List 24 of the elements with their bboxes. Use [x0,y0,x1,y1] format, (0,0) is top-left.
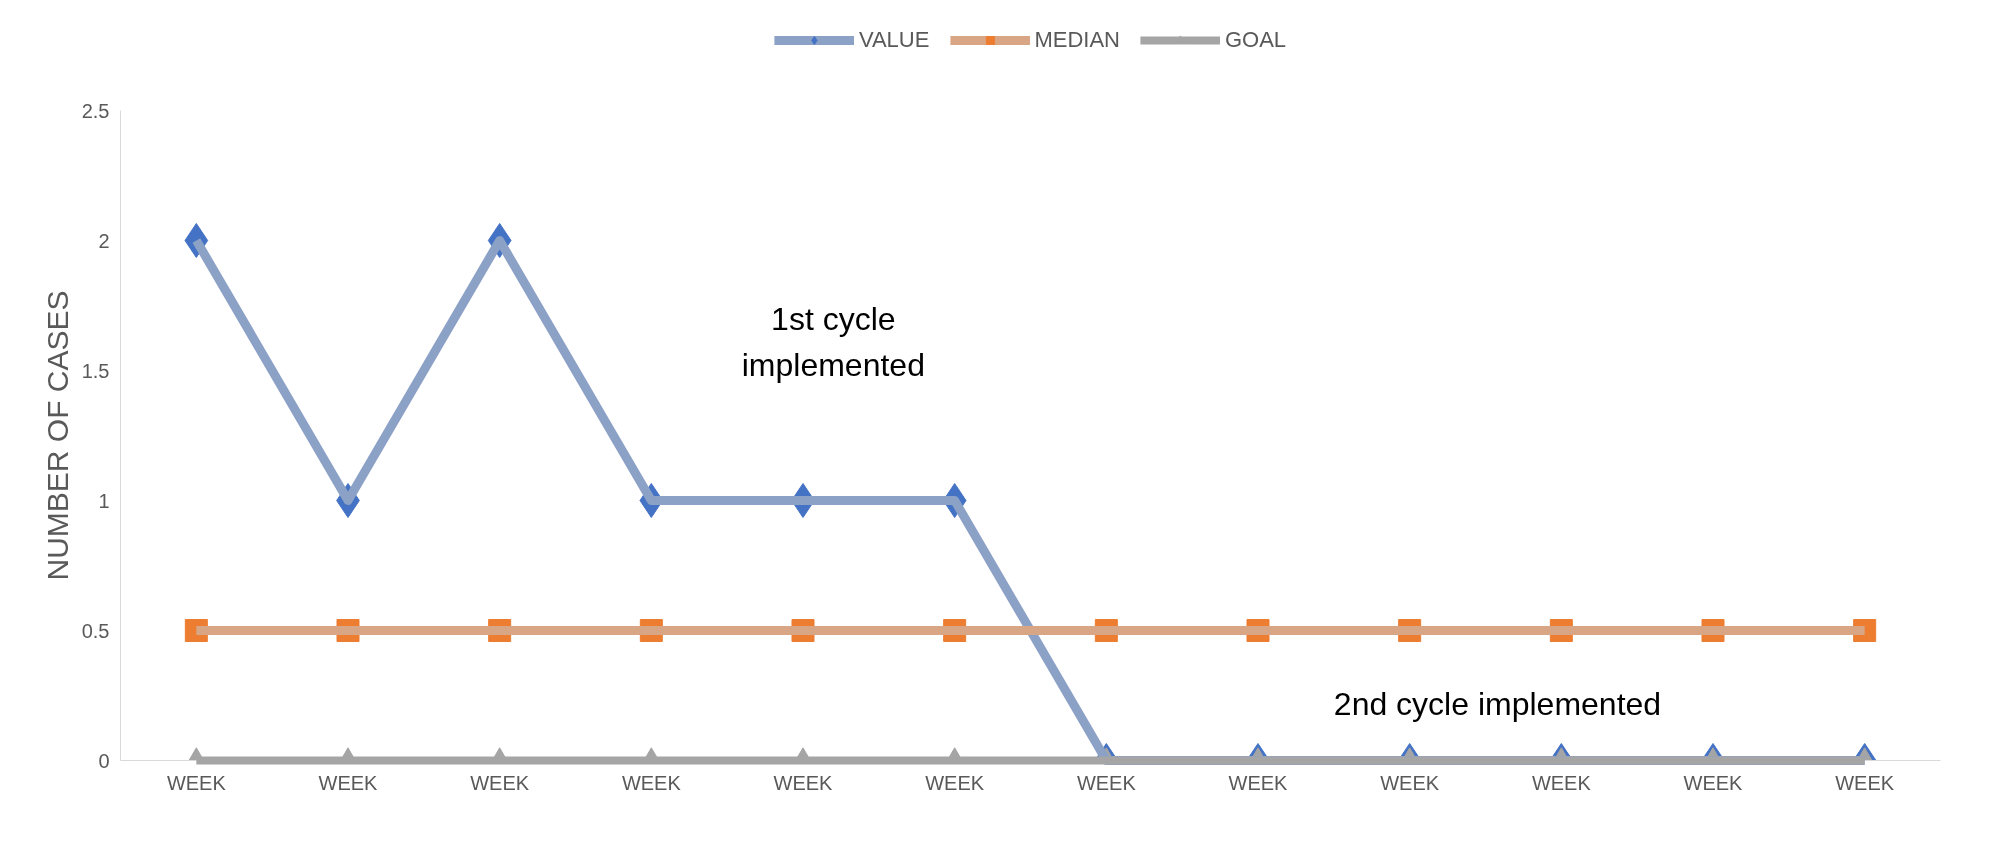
x-tick-label: WEEK [1228,771,1289,794]
y-tick-label: 0.5 [81,619,110,642]
y-tick-label: 1 [98,489,110,512]
x-tick-label: WEEK [773,771,834,794]
x-tick-label: WEEK [318,771,379,794]
x-tick-label: WEEK [621,771,682,794]
y-tick-label: 1.5 [81,359,110,382]
x-tick-label: WEEK [1683,771,1744,794]
x-tick-label: WEEK [166,771,227,794]
y-axis-title: NUMBER OF CASES [40,290,74,581]
legend-label: VALUE [858,27,930,53]
annotation: 1st cycle implemented [741,300,925,384]
x-tick-label: WEEK [1531,771,1592,794]
x-tick-label: WEEK [470,771,530,794]
x-tick-label: WEEK [1835,771,1895,794]
y-tick-label: 0 [98,749,110,772]
legend-label: GOAL [1224,27,1287,53]
y-tick-label: 2.5 [81,99,110,122]
y-tick-label: 2 [98,229,110,252]
x-tick-label: WEEK [925,771,985,794]
legend-label: MEDIAN [1034,27,1120,53]
annotation: 2nd cycle implemented [1333,685,1662,722]
x-tick-label: WEEK [1380,771,1440,794]
x-tick-label: WEEK [1076,771,1137,794]
